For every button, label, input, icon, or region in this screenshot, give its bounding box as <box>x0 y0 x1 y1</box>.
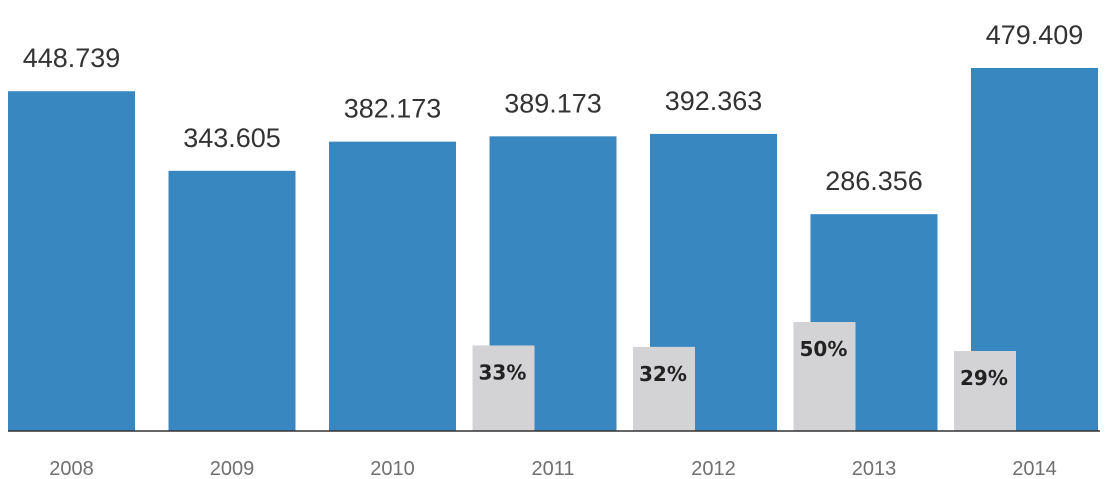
bar-2010 <box>329 141 456 432</box>
percent-box-2011 <box>472 345 535 431</box>
value-label-2011: 389.173 <box>504 88 602 118</box>
x-tick-labels-group: 2008 2009 2010 2011 2012 2013 2014 <box>49 458 1057 479</box>
bar-2009 <box>168 170 296 432</box>
x-tick-2013: 2013 <box>852 458 897 479</box>
value-label-2012: 392.363 <box>665 86 763 116</box>
x-tick-2009: 2009 <box>210 458 255 479</box>
percent-label-2014: 29% <box>960 366 1008 390</box>
percent-boxes-group: 33% 32% 50% 29% <box>472 322 1016 431</box>
bar-2008 <box>8 91 135 431</box>
percent-label-2012: 32% <box>639 362 687 386</box>
x-tick-2012: 2012 <box>691 458 736 479</box>
bars-group <box>8 68 1098 432</box>
x-tick-2011: 2011 <box>531 458 574 479</box>
value-label-2014: 479.409 <box>986 20 1084 50</box>
percent-label-2011: 33% <box>479 360 527 384</box>
value-label-2009: 343.605 <box>183 123 281 153</box>
x-tick-2010: 2010 <box>370 458 415 479</box>
percent-box-2012 <box>633 346 695 431</box>
value-labels-group: 448.739 343.605 382.173 389.173 392.363 286.3… <box>23 20 1084 196</box>
percent-box-2013 <box>793 322 856 431</box>
x-tick-2008: 2008 <box>49 458 94 479</box>
percent-box-2014 <box>954 351 1016 431</box>
percent-label-2013: 50% <box>800 337 848 361</box>
value-label-2010: 382.173 <box>344 94 442 124</box>
value-label-2013: 286.356 <box>825 166 923 196</box>
value-label-2008: 448.739 <box>23 43 121 73</box>
x-tick-2014: 2014 <box>1012 458 1057 479</box>
